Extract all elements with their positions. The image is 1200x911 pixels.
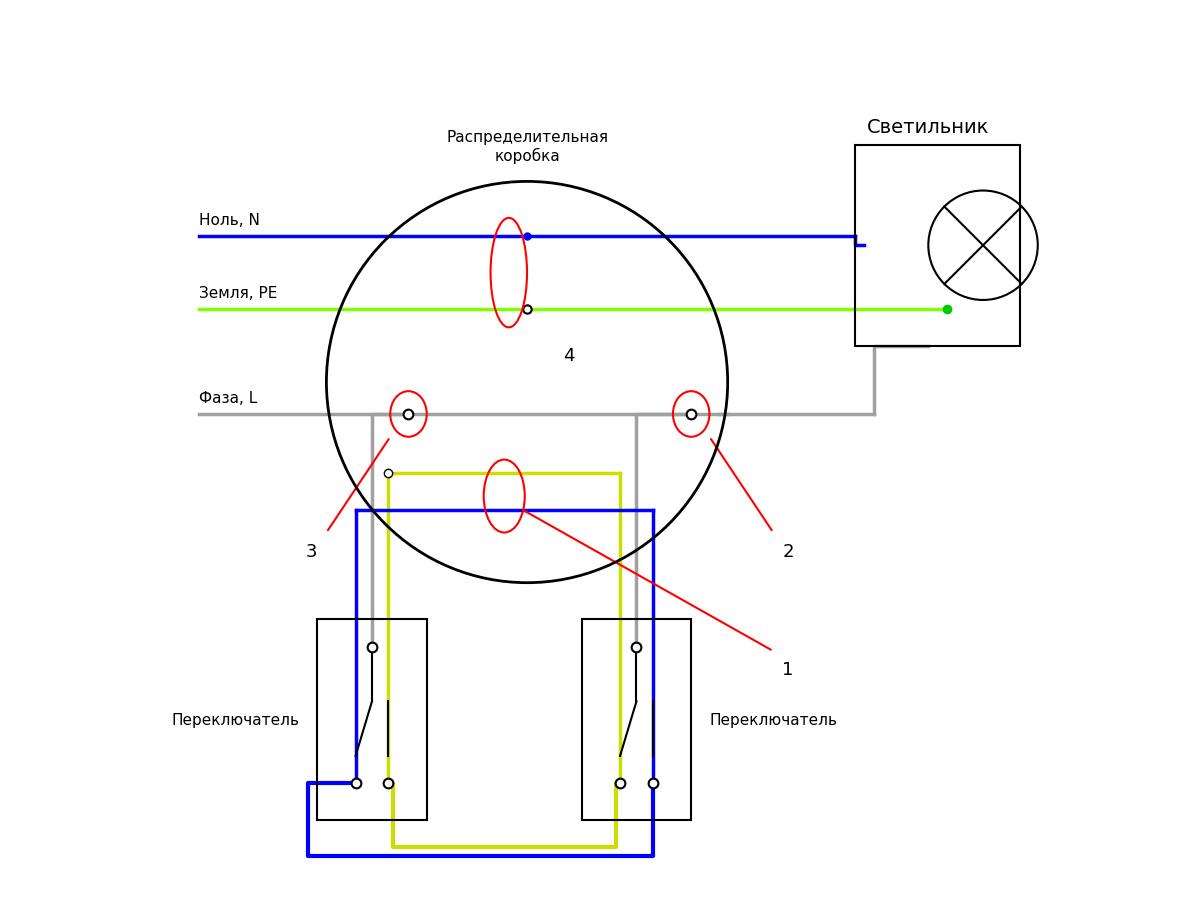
Text: Переключатель: Переключатель [172, 712, 299, 727]
Text: Фаза, L: Фаза, L [199, 391, 257, 405]
Text: 1: 1 [782, 660, 793, 679]
Text: 2: 2 [782, 542, 794, 560]
Bar [856, 146, 1020, 346]
Text: 4: 4 [564, 346, 575, 364]
Bar [317, 619, 427, 820]
Text: Светильник: Светильник [868, 118, 990, 137]
Bar [582, 619, 691, 820]
Text: 3: 3 [306, 542, 317, 560]
Text: Переключатель: Переключатель [709, 712, 838, 727]
Text: Земля, PE: Земля, PE [199, 286, 277, 301]
Text: Ноль, N: Ноль, N [199, 213, 259, 228]
Text: Распределительная
коробка: Распределительная коробка [446, 130, 608, 164]
